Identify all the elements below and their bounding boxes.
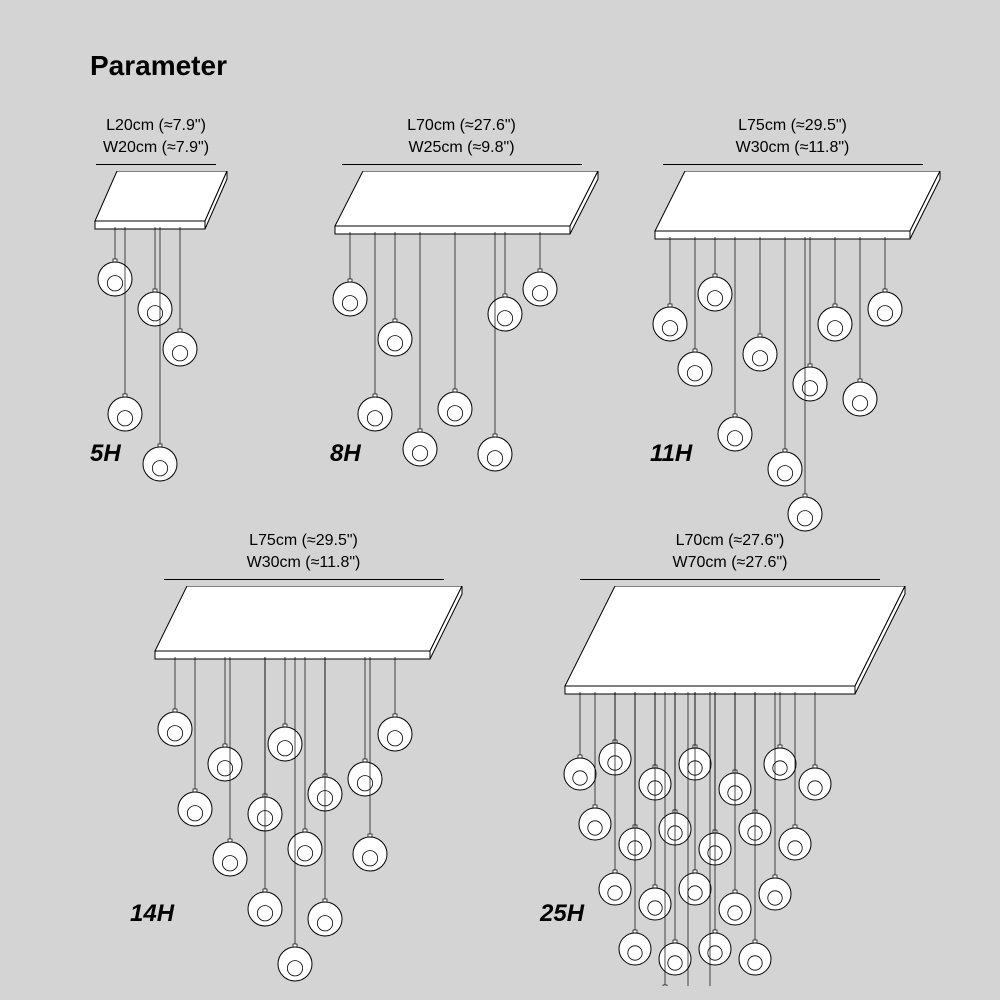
dim-length: L70cm (≈27.6")	[330, 115, 593, 137]
variant-14H: L75cm (≈29.5")W30cm (≈11.8")	[150, 530, 497, 986]
fixture	[90, 171, 262, 571]
fixture-drawing	[330, 171, 633, 571]
dim-underline	[663, 164, 923, 165]
dim-length: L70cm (≈27.6")	[560, 530, 900, 552]
dim-width: W20cm (≈7.9")	[90, 137, 222, 159]
fixture	[650, 171, 975, 571]
variant-25H: L70cm (≈27.6")W70cm (≈27.6")	[560, 530, 940, 986]
dim-width: W30cm (≈11.8")	[150, 552, 457, 574]
variant-8H: L70cm (≈27.6")W25cm (≈9.8")	[330, 115, 633, 571]
dimensions-text: L70cm (≈27.6")W25cm (≈9.8")	[330, 115, 593, 165]
dim-underline	[342, 164, 582, 165]
dim-width: W25cm (≈9.8")	[330, 137, 593, 159]
dim-width: W70cm (≈27.6")	[560, 552, 900, 574]
variant-11H: L75cm (≈29.5")W30cm (≈11.8")	[650, 115, 975, 571]
fixture-drawing	[150, 586, 497, 986]
dim-underline	[580, 579, 880, 580]
page-title: Parameter	[90, 50, 227, 82]
dim-underline	[164, 579, 444, 580]
dimensions-text: L75cm (≈29.5")W30cm (≈11.8")	[650, 115, 935, 165]
dimensions-text: L20cm (≈7.9")W20cm (≈7.9")	[90, 115, 222, 165]
dim-underline	[96, 164, 216, 165]
model-label-8H: 8H	[330, 440, 361, 468]
fixture	[330, 171, 633, 571]
model-label-25H: 25H	[540, 900, 584, 928]
model-label-5H: 5H	[90, 440, 121, 468]
variant-5H: L20cm (≈7.9")W20cm (≈7.9")	[90, 115, 262, 571]
dim-length: L20cm (≈7.9")	[90, 115, 222, 137]
fixture-drawing	[90, 171, 262, 571]
dim-length: L75cm (≈29.5")	[650, 115, 935, 137]
fixture	[560, 586, 940, 986]
dimensions-text: L70cm (≈27.6")W70cm (≈27.6")	[560, 530, 900, 580]
fixture	[150, 586, 497, 986]
fixture-drawing	[650, 171, 975, 571]
dim-length: L75cm (≈29.5")	[150, 530, 457, 552]
fixture-drawing	[560, 586, 940, 986]
dimensions-text: L75cm (≈29.5")W30cm (≈11.8")	[150, 530, 457, 580]
dim-width: W30cm (≈11.8")	[650, 137, 935, 159]
model-label-14H: 14H	[130, 900, 174, 928]
model-label-11H: 11H	[650, 440, 692, 468]
